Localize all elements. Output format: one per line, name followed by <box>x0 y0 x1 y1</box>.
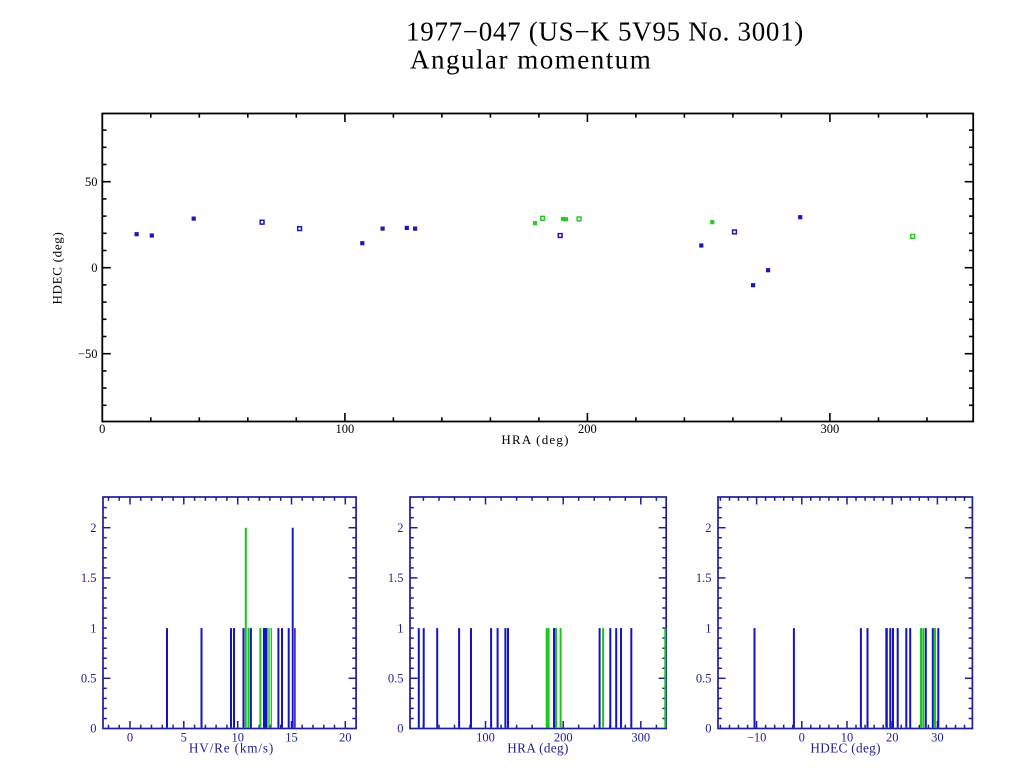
svg-text:−50: −50 <box>78 347 98 361</box>
svg-text:−10: −10 <box>747 731 767 745</box>
svg-text:1: 1 <box>397 621 403 635</box>
svg-text:0: 0 <box>799 731 805 745</box>
svg-text:200: 200 <box>578 422 597 436</box>
svg-text:HRA (deg): HRA (deg) <box>507 741 568 756</box>
svg-text:100: 100 <box>476 731 495 745</box>
svg-text:0.5: 0.5 <box>81 672 97 686</box>
svg-text:HDEC (deg): HDEC (deg) <box>810 741 881 756</box>
svg-text:5: 5 <box>181 731 187 745</box>
svg-text:HRA (deg): HRA (deg) <box>501 432 569 447</box>
svg-text:HDEC (deg): HDEC (deg) <box>50 231 65 304</box>
svg-text:200: 200 <box>554 731 573 745</box>
svg-text:100: 100 <box>336 422 355 436</box>
svg-text:2: 2 <box>90 521 96 535</box>
svg-text:Angular momentum: Angular momentum <box>410 45 652 75</box>
svg-text:0.5: 0.5 <box>696 672 712 686</box>
svg-text:0: 0 <box>397 722 403 736</box>
svg-text:0: 0 <box>127 731 133 745</box>
svg-text:1.5: 1.5 <box>696 571 712 585</box>
svg-text:300: 300 <box>631 731 650 745</box>
svg-text:10: 10 <box>841 731 854 745</box>
svg-text:50: 50 <box>85 175 98 189</box>
svg-text:1.5: 1.5 <box>388 571 404 585</box>
svg-text:0: 0 <box>91 261 97 275</box>
svg-text:1: 1 <box>705 621 711 635</box>
svg-text:15: 15 <box>285 731 298 745</box>
svg-text:1977−047 (US−K 5V95 No. 3001): 1977−047 (US−K 5V95 No. 3001) <box>406 17 804 47</box>
svg-text:30: 30 <box>931 731 944 745</box>
svg-text:20: 20 <box>339 731 352 745</box>
svg-text:1.5: 1.5 <box>81 571 97 585</box>
svg-text:2: 2 <box>705 521 711 535</box>
svg-text:0: 0 <box>705 722 711 736</box>
svg-text:HV/Re (km/s): HV/Re (km/s) <box>189 741 274 756</box>
svg-text:300: 300 <box>821 422 840 436</box>
svg-text:20: 20 <box>886 731 899 745</box>
svg-text:1: 1 <box>90 621 96 635</box>
svg-text:0: 0 <box>90 722 96 736</box>
svg-text:0: 0 <box>99 422 105 436</box>
svg-text:2: 2 <box>397 521 403 535</box>
svg-text:10: 10 <box>231 731 244 745</box>
svg-text:0.5: 0.5 <box>388 672 404 686</box>
